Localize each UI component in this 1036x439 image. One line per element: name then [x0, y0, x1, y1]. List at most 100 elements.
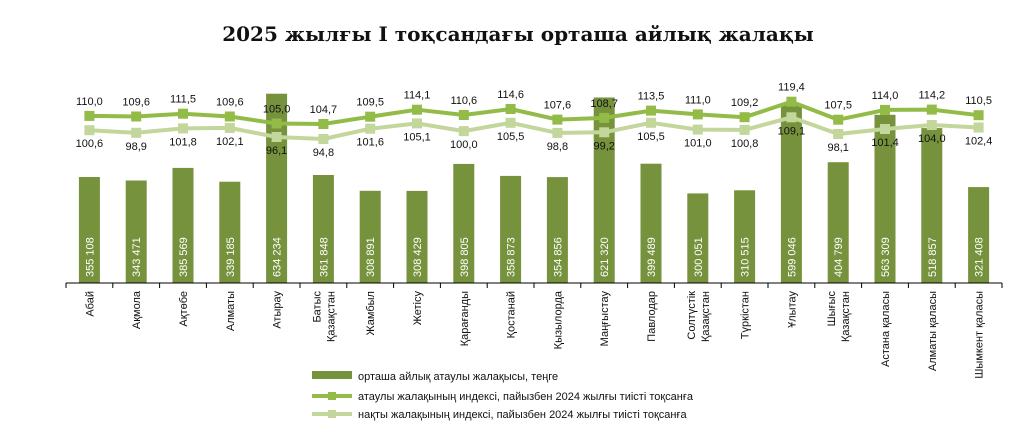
real-point-9	[505, 117, 516, 128]
real-point-13	[692, 124, 703, 135]
real-value-label: 96,1	[266, 145, 287, 157]
real-value-label: 100,0	[450, 139, 478, 151]
real-point-1	[131, 127, 142, 138]
bar-9	[500, 175, 522, 283]
x-axis: Абай Ақмола Ақтөбе Алматы Атырау Батыс Қазақст…	[65, 282, 1003, 379]
x-tick-label: Жамбыл	[365, 291, 377, 335]
real-point-0	[84, 125, 95, 136]
x-tick-label: Қостанай	[506, 291, 518, 338]
real-index-line	[89, 115, 979, 141]
x-tick-label: Шығыс	[826, 291, 838, 327]
x-tick-label: Солтүстік	[686, 291, 698, 340]
nominal-point-6	[365, 111, 376, 122]
legend: орташа айлық атаулы жалақысы, теңге атаул…	[312, 371, 694, 421]
nominal-value-label: 114,0	[872, 90, 899, 102]
real-point-17	[880, 124, 890, 134]
x-tick-label: Қызылорда	[552, 290, 564, 349]
bar-16	[827, 162, 849, 283]
real-value-label: 98,8	[547, 141, 568, 153]
nominal-value-label: 105,0	[263, 104, 291, 116]
nominal-value-label: 114,2	[918, 90, 945, 102]
real-value-label: 105,1	[403, 131, 431, 143]
legend-bar-swatch	[312, 371, 352, 379]
x-tick-label: Алматы қаласы	[927, 291, 939, 371]
real-point-5	[318, 134, 329, 144]
x-tick-label: Жетісу	[412, 291, 424, 326]
nominal-point-10	[552, 114, 563, 125]
bar-value-label: 398 805	[459, 237, 471, 277]
nominal-point-14	[739, 112, 750, 123]
x-tick-label: Қазақстан	[840, 291, 852, 342]
nominal-point-11	[599, 112, 610, 123]
nominal-point-5	[318, 119, 329, 129]
bar-value-label: 563 309	[880, 237, 892, 277]
nominal-point-9	[505, 104, 516, 114]
nominal-point-17	[880, 104, 890, 115]
real-point-3	[224, 122, 235, 133]
real-value-label: 98,9	[125, 141, 146, 153]
bar-19	[968, 187, 990, 283]
bar-4	[266, 93, 288, 283]
real-value-label: 100,8	[731, 138, 759, 150]
real-point-7	[412, 118, 422, 129]
bar-value-label: 358 873	[506, 237, 518, 277]
x-tick-label: Павлодар	[646, 291, 658, 342]
real-value-label: 105,5	[497, 131, 525, 143]
nominal-value-label: 114,6	[497, 89, 524, 101]
bar-value-label: 310 515	[740, 237, 752, 277]
bar-13	[687, 193, 709, 283]
nominal-point-7	[412, 104, 422, 115]
nominal-value-label: 108,7	[590, 98, 618, 110]
nominal-value-label: 110,0	[76, 96, 103, 108]
bar-10	[546, 177, 568, 283]
x-tick-label: Атырау	[272, 291, 284, 329]
bar-3	[219, 181, 241, 283]
real-value-label: 101,6	[356, 137, 384, 149]
bar-12	[640, 163, 662, 283]
nominal-value-label: 109,2	[731, 97, 759, 109]
bar-value-label: 385 569	[178, 237, 190, 277]
nominal-point-2	[178, 108, 188, 119]
real-value-label: 100,6	[76, 138, 104, 150]
bar-15	[780, 104, 802, 283]
real-value-label: 104,0	[918, 133, 946, 145]
bar-value-label: 308 429	[412, 237, 424, 277]
nominal-point-12	[646, 105, 656, 116]
real-point-19	[973, 122, 984, 133]
bar-value-label: 339 185	[225, 237, 237, 277]
legend-nominal-label: атаулы жалақының индексі, пайызбен 2024 …	[358, 391, 694, 403]
real-point-11	[599, 127, 610, 138]
nominal-point-0	[84, 110, 95, 121]
legend-bar-label: орташа айлық атаулы жалақысы, теңге	[358, 371, 558, 383]
legend-real-label: нақты жалақының индексі, пайызбен 2024 ж…	[358, 409, 687, 421]
x-tick-label: Шымкент қаласы	[974, 291, 986, 379]
nominal-value-label: 107,5	[824, 100, 852, 112]
bar-11	[593, 97, 615, 283]
real-value-label: 94,8	[313, 147, 334, 159]
bar-7	[406, 190, 428, 283]
bar-value-label: 599 046	[786, 237, 798, 277]
nominal-point-15	[786, 96, 797, 107]
bar-17	[874, 114, 896, 283]
nominal-value-label: 114,1	[404, 90, 431, 102]
real-value-label: 102,4	[965, 136, 993, 148]
nominal-point-16	[833, 114, 844, 125]
chart-title: 2025 жылғы I тоқсандағы орташа айлық жал…	[222, 22, 814, 46]
real-point-8	[458, 126, 469, 137]
real-point-18	[926, 120, 937, 130]
nominal-point-18	[926, 104, 937, 115]
real-point-16	[833, 129, 844, 139]
real-point-10	[552, 127, 563, 138]
x-tick-label: Астана қаласы	[880, 291, 892, 367]
x-tick-label: Ақтөбе	[178, 291, 190, 327]
x-tick-label: Қарағанды	[459, 291, 471, 346]
bar-value-label: 518 857	[927, 237, 939, 277]
real-value-label: 105,5	[637, 131, 665, 143]
nominal-point-19	[973, 110, 984, 121]
nominal-value-label: 109,5	[356, 97, 384, 109]
lines-layer	[84, 96, 984, 144]
x-tick-label: Маңғыстау	[599, 291, 611, 347]
real-value-label: 98,1	[827, 142, 848, 154]
